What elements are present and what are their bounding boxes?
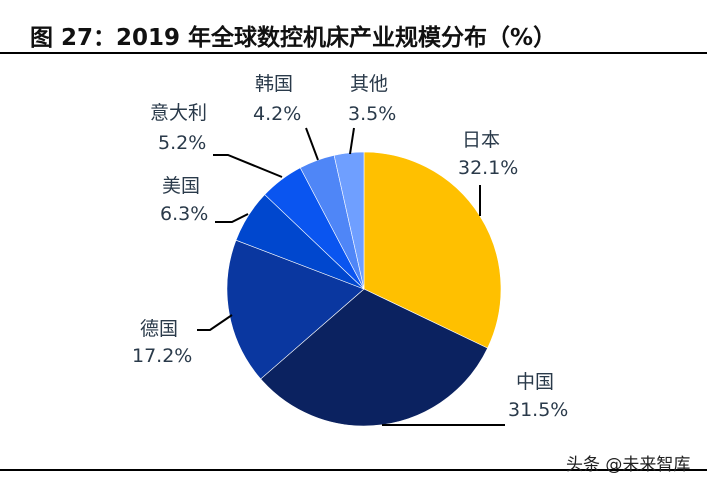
leader-line-korea xyxy=(305,127,319,161)
leader-line-italy xyxy=(213,154,283,178)
watermark: 头条 @未来智库 xyxy=(566,455,691,475)
slice-label-0: 日本 xyxy=(462,129,500,151)
slice-label-1: 中国 xyxy=(516,371,554,393)
slice-value-0: 32.1% xyxy=(458,157,518,179)
slice-label-4: 意大利 xyxy=(150,102,207,124)
pie-slice-2 xyxy=(226,239,365,380)
leader-lines xyxy=(197,127,505,426)
slice-value-2: 17.2% xyxy=(132,345,192,367)
pie-slice-6 xyxy=(333,151,365,290)
slice-label-2: 德国 xyxy=(140,318,178,340)
slice-value-5: 4.2% xyxy=(253,103,301,125)
leader-line-other xyxy=(349,127,355,155)
slice-label-5: 韩国 xyxy=(255,73,293,95)
chart-title: 图 27：2019 年全球数控机床产业规模分布（%） xyxy=(30,25,557,51)
slice-value-1: 31.5% xyxy=(508,399,568,421)
leader-line-usa xyxy=(215,213,249,223)
leader-line-germany xyxy=(197,314,233,331)
slice-label-6: 其他 xyxy=(350,73,388,95)
slice-value-6: 3.5% xyxy=(348,103,396,125)
slice-label-3: 美国 xyxy=(162,175,200,197)
slice-value-4: 5.2% xyxy=(158,132,206,154)
slice-value-3: 6.3% xyxy=(160,203,208,225)
